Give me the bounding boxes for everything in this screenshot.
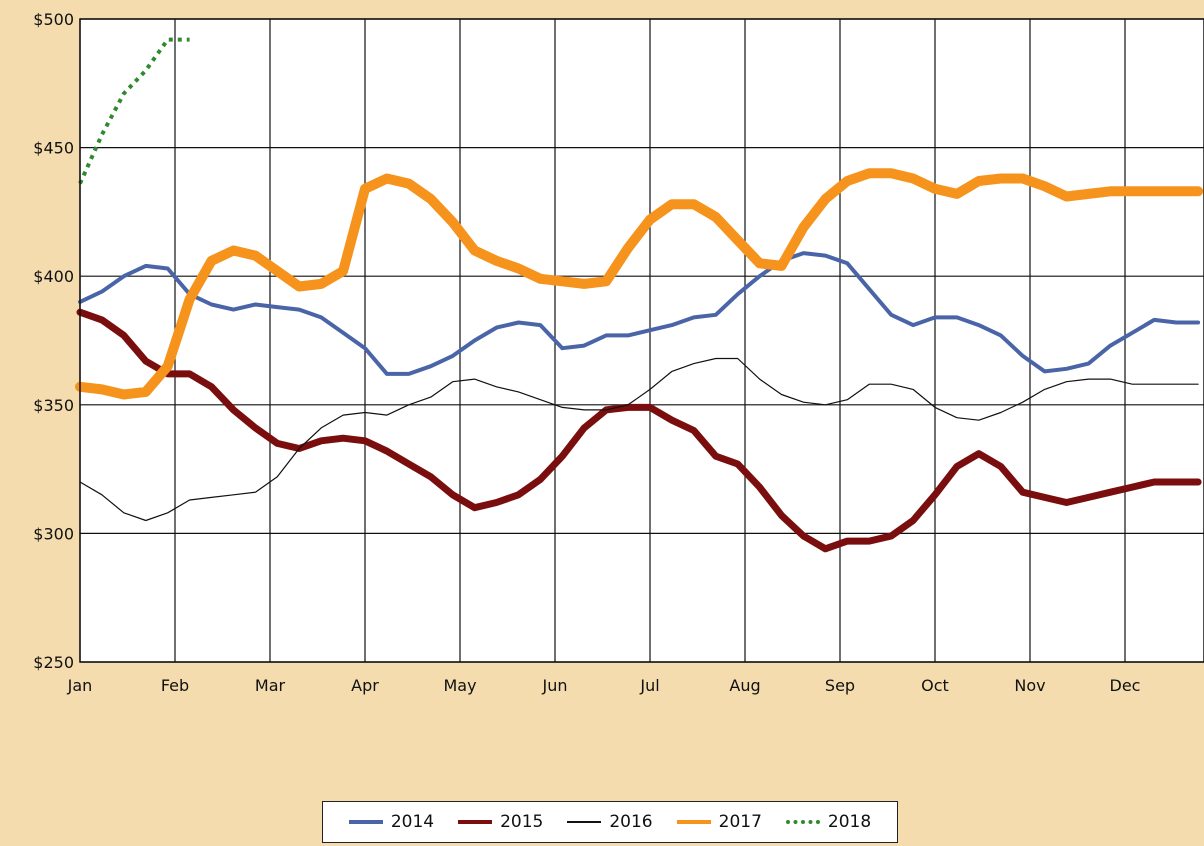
x-tick-label: Mar [255, 676, 286, 695]
y-tick-label: $500 [33, 10, 74, 29]
series-line-2015 [76, 308, 1202, 553]
legend-label: 2017 [718, 812, 762, 832]
legend-item-2015: 2015 [458, 812, 543, 832]
legend-swatch-2015 [458, 820, 493, 824]
plot-area [80, 19, 1204, 662]
legend-item-2014: 2014 [348, 812, 435, 832]
x-tick-label: Jun [542, 676, 568, 695]
axes: $250 $300 $350 $400 $450 $500 Jan Feb Mar Apr May J… [33, 10, 1204, 695]
legend-item-2016: 2016 [567, 812, 653, 832]
x-tick-label: May [443, 676, 476, 695]
legend-item-2017: 2017 [676, 812, 762, 832]
plot-frame [79, 18, 1204, 663]
y-tick-label: $450 [33, 139, 74, 158]
series-line-2017 [75, 168, 1204, 400]
y-tick-label: $400 [33, 267, 74, 286]
x-tick-label: Jul [639, 676, 659, 695]
x-tick-label: Sep [825, 676, 855, 695]
legend-swatch-2014 [348, 820, 383, 824]
legend-label: 2015 [500, 812, 544, 832]
x-tick-label: Aug [729, 676, 760, 695]
x-tick-label: Feb [161, 676, 189, 695]
series-line-2014 [78, 251, 1201, 376]
legend-label: 2014 [390, 812, 435, 832]
legend-label: 2018 [827, 812, 872, 832]
x-tick-label: Apr [351, 676, 379, 695]
series-lines [75, 37, 1204, 553]
x-tick-label: Jan [67, 676, 93, 695]
x-tick-label: Nov [1014, 676, 1045, 695]
x-tick-label: Oct [921, 676, 949, 695]
legend-swatch-2017 [676, 820, 711, 824]
legend: 2014 2015 2016 2017 2018 [322, 801, 898, 843]
legend-label: 2016 [609, 812, 653, 832]
legend-swatch-2016 [567, 821, 602, 823]
series-line-2018 [78, 37, 190, 185]
x-tick-label: Dec [1110, 676, 1141, 695]
y-tick-label: $350 [33, 396, 74, 415]
legend-swatch-2018 [785, 820, 820, 824]
y-tick-label: $300 [33, 524, 74, 543]
series-line-2016 [79, 357, 1199, 522]
y-tick-label: $250 [33, 653, 74, 672]
legend-item-2018: 2018 [785, 812, 872, 832]
